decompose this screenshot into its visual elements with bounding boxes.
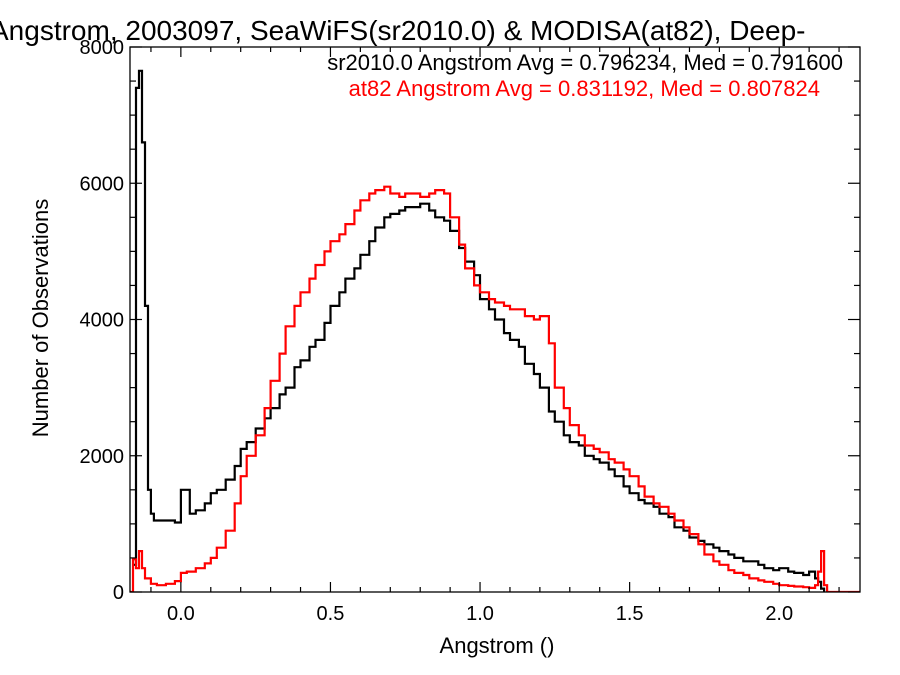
- x-tick-label: 2.0: [765, 603, 793, 625]
- y-tick-label: 0: [113, 582, 124, 604]
- y-tick-label: 6000: [80, 173, 125, 195]
- x-tick-label: 0.0: [167, 603, 195, 625]
- legend-entry-at82: at82 Angstrom Avg = 0.831192, Med = 0.80…: [349, 76, 820, 101]
- plot-area: [130, 69, 860, 592]
- y-tick-label: 2000: [80, 446, 125, 468]
- x-tick-label: 1.5: [616, 603, 644, 625]
- x-axis: 0.0 0.5 1.0 1.5 2.0: [150, 47, 840, 625]
- series-line-at82: [130, 185, 860, 592]
- x-tick-label: 1.0: [466, 603, 494, 625]
- x-tick-label: 0.5: [317, 603, 345, 625]
- series-line-sr2010: [133, 69, 826, 592]
- y-tick-label: 8000: [80, 37, 125, 59]
- legend-entry-sr2010: sr2010.0 Angstrom Avg = 0.796234, Med = …: [327, 50, 843, 75]
- y-tick-label: 4000: [80, 310, 125, 332]
- y-axis: 0 2000 4000 6000 8000: [80, 37, 860, 604]
- x-axis-label: Angstrom (): [440, 633, 555, 658]
- chart-title: Angstrom, 2003097, SeaWiFS(sr2010.0) & M…: [0, 15, 805, 46]
- y-axis-label: Number of Observations: [28, 199, 53, 437]
